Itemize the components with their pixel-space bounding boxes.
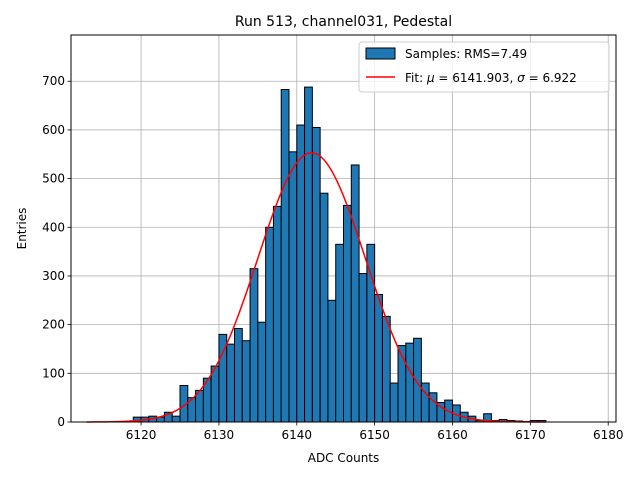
histogram-bar <box>296 124 306 423</box>
x-tick-label: 6180 <box>593 428 624 442</box>
y-tick-label: 600 <box>42 123 65 137</box>
histogram-bars <box>132 86 547 423</box>
histogram-bar <box>389 382 399 423</box>
x-tick-label: 6130 <box>204 428 235 442</box>
histogram-bar <box>265 226 274 423</box>
histogram-bar <box>241 340 251 423</box>
y-tick-label: 300 <box>42 269 65 283</box>
y-tick-label: 400 <box>42 220 65 234</box>
legend-samples-label: Samples: RMS=7.49 <box>405 47 527 61</box>
histogram-bar <box>319 192 329 423</box>
x-tick-label: 6150 <box>359 428 390 442</box>
histogram-bar <box>257 321 267 423</box>
histogram-bar <box>343 204 352 423</box>
plot-frame <box>70 34 617 423</box>
y-tick-label: 0 <box>57 415 65 429</box>
legend-bar-swatch <box>365 47 396 60</box>
y-axis-label: Entries <box>15 208 29 250</box>
histogram-bar <box>234 328 243 423</box>
x-tick-label: 6140 <box>282 428 313 442</box>
histogram-bar <box>171 415 181 423</box>
fit-curve-group <box>86 152 546 423</box>
histogram-bar <box>335 243 345 423</box>
legend-fit-mu-symbol: μ <box>426 71 435 85</box>
y-tick-label: 100 <box>42 366 65 380</box>
histogram-bar <box>350 164 360 423</box>
histogram-bar <box>405 342 415 423</box>
legend-box <box>358 41 610 93</box>
histogram-bar <box>272 205 282 423</box>
legend-fit-mu-value: = 6141.903, <box>435 71 518 85</box>
x-axis-label: ADC Counts <box>308 451 380 465</box>
histogram-bar <box>280 89 290 423</box>
x-tick-label: 6170 <box>515 428 546 442</box>
axis-ticks: 6120 6130 6140 6150 6160 6170 6180 0 100 200 300 40… <box>42 74 623 442</box>
histogram-bar <box>381 315 391 423</box>
histogram-bar <box>249 268 259 423</box>
legend-fit-prefix: Fit: <box>405 71 427 85</box>
y-tick-label: 200 <box>42 318 65 332</box>
histogram-bar <box>311 126 321 423</box>
histogram-bar <box>210 365 220 423</box>
legend: Samples: RMS=7.49 Fit: μ = 6141.903, σ =… <box>358 41 610 93</box>
histogram-bar <box>304 86 313 423</box>
histogram-bar <box>288 151 298 423</box>
legend-fit-label: Fit: μ = 6141.903, σ = 6.922 <box>405 71 577 85</box>
x-tick-label: 6160 <box>437 428 468 442</box>
histogram-bar <box>366 243 376 423</box>
histogram-bar <box>226 343 235 423</box>
y-tick-label: 500 <box>42 172 65 186</box>
histogram-bar <box>327 299 337 423</box>
chart-title: Run 513, channel031, Pedestal <box>235 14 452 30</box>
histogram-bar <box>358 273 368 423</box>
histogram-bar <box>374 293 383 423</box>
legend-fit-sigma-symbol: σ <box>517 71 525 85</box>
y-tick-label: 700 <box>42 74 65 88</box>
legend-fit-sigma-value: = 6.922 <box>525 71 577 85</box>
fit-curve <box>86 152 546 423</box>
x-tick-label: 6120 <box>126 428 157 442</box>
